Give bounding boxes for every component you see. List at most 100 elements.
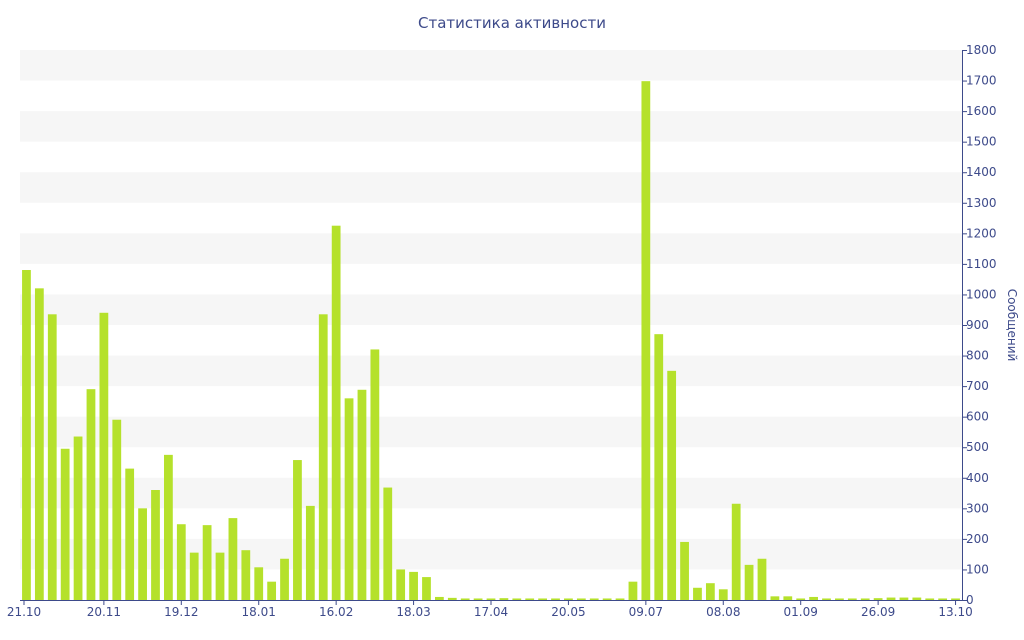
grid-band (20, 416, 962, 448)
y-tick-label: 1700 (966, 74, 997, 88)
bar (460, 598, 470, 600)
bar (125, 468, 135, 600)
y-tick-label: 500 (966, 440, 989, 454)
grid-band (20, 111, 962, 142)
y-tick-label: 300 (966, 501, 989, 515)
bar (447, 597, 457, 600)
bar (422, 577, 431, 600)
x-tick-label: 18.03 (396, 605, 430, 619)
bar (86, 389, 96, 600)
bar (654, 334, 664, 600)
bar (318, 314, 328, 600)
x-tick-labels: 21.10 20.11 19.12 18.01 16.02 18.03 17.04 20.05… (7, 605, 973, 619)
x-tick-label: 08.08 (706, 605, 740, 619)
y-tick-label: 0 (966, 593, 974, 607)
bar (538, 598, 548, 600)
y-tick-label: 100 (966, 562, 989, 576)
grid-band (20, 477, 962, 509)
bar (22, 270, 31, 600)
y-tick-labels: 0 100 200 300 400 500 600 700 800 900 1000 1100 1200… (966, 43, 997, 607)
x-tick-label: 16.02 (319, 605, 353, 619)
bar (215, 552, 225, 600)
x-tick-label: 01.09 (784, 605, 818, 619)
bar (331, 225, 341, 600)
y-tick-label: 1300 (966, 196, 997, 210)
bar (176, 524, 186, 600)
bar (822, 598, 831, 600)
bar (589, 598, 599, 600)
bar (409, 571, 418, 600)
bar (47, 314, 57, 600)
grid-band (20, 355, 962, 387)
x-tick-label: 20.11 (87, 605, 121, 619)
bar (202, 525, 212, 600)
bar (305, 505, 315, 600)
bar (693, 587, 702, 600)
bar (370, 349, 380, 600)
y-tick-label: 700 (966, 379, 989, 393)
bar (151, 490, 160, 600)
bar (783, 596, 793, 600)
bar (564, 598, 573, 600)
bar (705, 583, 715, 600)
chart-title: Статистика активности (418, 14, 606, 32)
bar (951, 598, 960, 600)
y-tick-label: 1500 (966, 135, 997, 149)
bar (576, 598, 586, 600)
bar (602, 598, 612, 600)
x-tick-label: 13.10 (938, 605, 972, 619)
bar (899, 597, 909, 600)
grid-band (20, 172, 962, 203)
y-tick-label: 400 (966, 471, 989, 485)
bars (22, 81, 960, 600)
bar (267, 581, 277, 600)
bar (551, 598, 560, 600)
bar (512, 598, 522, 600)
x-tick-label: 17.04 (474, 605, 508, 619)
bar (383, 487, 393, 600)
bar (164, 454, 173, 600)
bar (925, 598, 935, 600)
bar (615, 598, 625, 600)
bar (99, 312, 109, 600)
y-tick-label: 1100 (966, 257, 997, 271)
bar (73, 436, 83, 600)
bar (60, 448, 70, 600)
y-tick-label: 1200 (966, 226, 997, 240)
bar (344, 398, 354, 600)
bar (718, 589, 728, 600)
grid-band (20, 294, 962, 325)
grid-band (20, 50, 962, 81)
bar (641, 81, 651, 600)
bar (396, 569, 406, 600)
bar (873, 598, 883, 600)
bar (293, 460, 302, 600)
bar (731, 503, 741, 600)
bar (434, 596, 444, 600)
bar (473, 598, 483, 600)
y-tick-label: 1600 (966, 104, 997, 118)
bar (254, 567, 264, 600)
grid-band (20, 538, 962, 570)
x-tick-label: 21.10 (7, 605, 41, 619)
x-tick-label: 19.12 (164, 605, 198, 619)
x-tick-label: 20.05 (551, 605, 585, 619)
bar (667, 370, 677, 600)
x-tick-label: 26.09 (861, 605, 895, 619)
bar (770, 596, 780, 600)
bar (886, 597, 896, 600)
bar (228, 518, 238, 600)
axes (20, 50, 967, 605)
bar (357, 389, 367, 600)
grid-band (20, 233, 962, 264)
x-tick-label: 18.01 (242, 605, 276, 619)
bar (757, 558, 767, 600)
bar (680, 541, 689, 600)
bar (847, 598, 857, 600)
bar (499, 598, 509, 600)
bar (189, 552, 199, 600)
y-tick-label: 1000 (966, 287, 997, 301)
y-tick-label: 1800 (966, 43, 997, 57)
y-tick-label: 600 (966, 410, 989, 424)
